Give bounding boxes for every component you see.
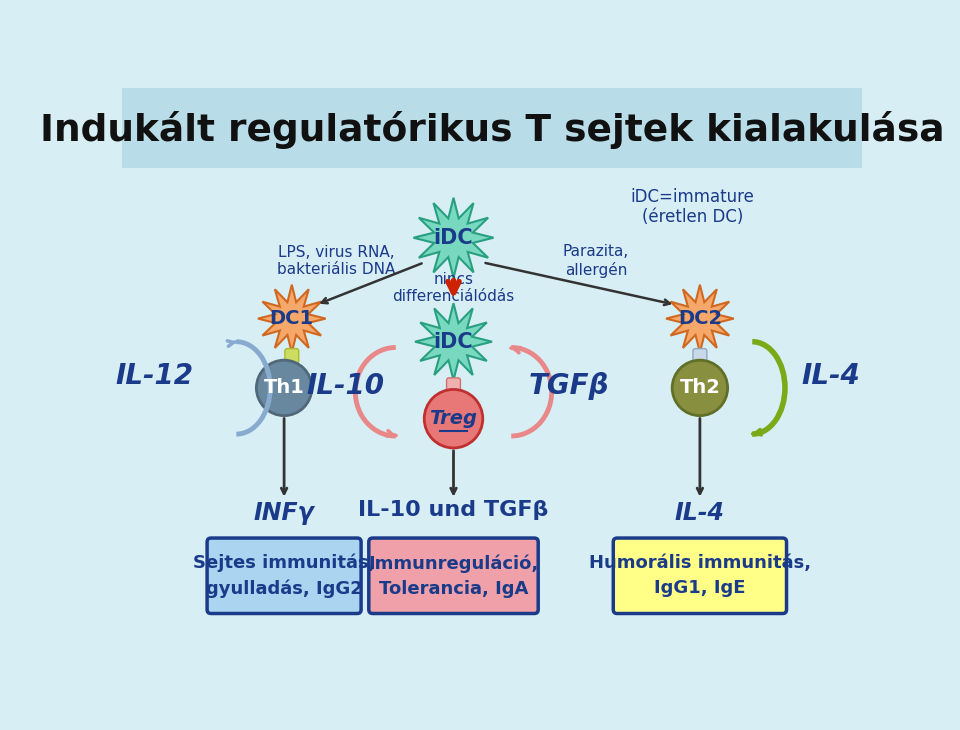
FancyBboxPatch shape bbox=[207, 538, 361, 613]
Text: IL-4: IL-4 bbox=[675, 501, 725, 525]
Text: iDC=immature
(éretlen DC): iDC=immature (éretlen DC) bbox=[631, 188, 755, 226]
Text: iDC: iDC bbox=[434, 228, 473, 247]
Text: IL-10: IL-10 bbox=[306, 372, 385, 400]
FancyBboxPatch shape bbox=[285, 349, 299, 364]
Text: IL-12: IL-12 bbox=[116, 362, 194, 391]
Text: LPS, virus RNA,
bakteriális DNA: LPS, virus RNA, bakteriális DNA bbox=[277, 245, 396, 277]
FancyBboxPatch shape bbox=[446, 378, 461, 393]
Text: DC2: DC2 bbox=[678, 309, 722, 328]
Circle shape bbox=[672, 360, 728, 415]
Text: INFγ: INFγ bbox=[253, 501, 315, 525]
FancyBboxPatch shape bbox=[613, 538, 786, 613]
Text: Th2: Th2 bbox=[680, 378, 720, 397]
Text: iDC: iDC bbox=[434, 331, 473, 352]
Polygon shape bbox=[258, 285, 325, 353]
Text: IL-4: IL-4 bbox=[802, 362, 860, 391]
Text: Humorális immunitás,
IgG1, IgE: Humorális immunitás, IgG1, IgE bbox=[588, 554, 811, 597]
Polygon shape bbox=[415, 303, 492, 380]
Text: Parazita,
allergén: Parazita, allergén bbox=[563, 244, 629, 277]
Text: Treg: Treg bbox=[429, 410, 477, 429]
Text: Immunreguláció,
Tolerancia, IgA: Immunreguláció, Tolerancia, IgA bbox=[369, 554, 539, 598]
Polygon shape bbox=[414, 198, 493, 278]
Polygon shape bbox=[666, 285, 733, 353]
Text: Indukált regulatórikus T sejtek kialakulása: Indukált regulatórikus T sejtek kialakul… bbox=[39, 111, 945, 149]
Text: Th1: Th1 bbox=[264, 378, 304, 397]
Circle shape bbox=[424, 389, 483, 448]
Text: DC1: DC1 bbox=[270, 309, 314, 328]
Text: nincs
differenciálódás: nincs differenciálódás bbox=[393, 272, 515, 304]
Text: Sejtes immunitás,
gyulladás, IgG2: Sejtes immunitás, gyulladás, IgG2 bbox=[193, 553, 375, 598]
FancyBboxPatch shape bbox=[693, 349, 707, 364]
FancyBboxPatch shape bbox=[369, 538, 539, 613]
Circle shape bbox=[256, 360, 312, 415]
FancyBboxPatch shape bbox=[123, 88, 861, 169]
Text: TGFβ: TGFβ bbox=[529, 372, 610, 400]
Text: IL-10 und TGFβ: IL-10 und TGFβ bbox=[358, 499, 549, 520]
